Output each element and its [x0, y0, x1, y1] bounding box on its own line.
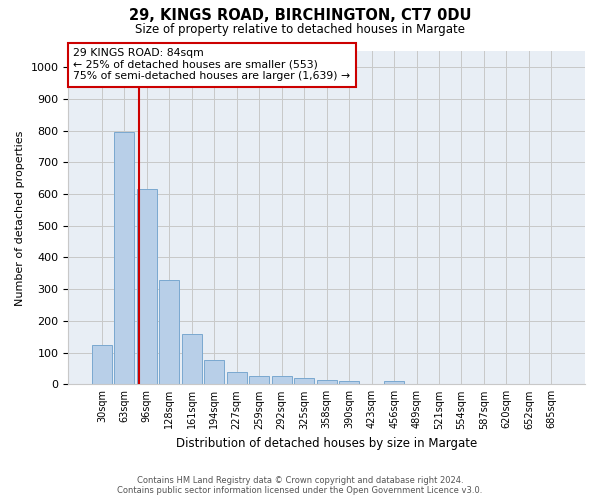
Bar	[182, 334, 202, 384]
Y-axis label: Number of detached properties: Number of detached properties	[15, 130, 25, 306]
Text: Size of property relative to detached houses in Margate: Size of property relative to detached ho…	[135, 22, 465, 36]
Bar	[227, 372, 247, 384]
Text: Contains HM Land Registry data © Crown copyright and database right 2024.
Contai: Contains HM Land Registry data © Crown c…	[118, 476, 482, 495]
Bar	[159, 280, 179, 384]
Bar	[137, 190, 157, 384]
Bar	[92, 344, 112, 385]
Bar	[384, 381, 404, 384]
Bar	[294, 378, 314, 384]
Bar	[339, 381, 359, 384]
Bar	[317, 380, 337, 384]
Text: 29 KINGS ROAD: 84sqm
← 25% of detached houses are smaller (553)
75% of semi-deta: 29 KINGS ROAD: 84sqm ← 25% of detached h…	[73, 48, 350, 81]
Bar	[114, 132, 134, 384]
Text: 29, KINGS ROAD, BIRCHINGTON, CT7 0DU: 29, KINGS ROAD, BIRCHINGTON, CT7 0DU	[129, 8, 471, 22]
Bar	[272, 376, 292, 384]
Bar	[249, 376, 269, 384]
X-axis label: Distribution of detached houses by size in Margate: Distribution of detached houses by size …	[176, 437, 477, 450]
Bar	[204, 360, 224, 384]
